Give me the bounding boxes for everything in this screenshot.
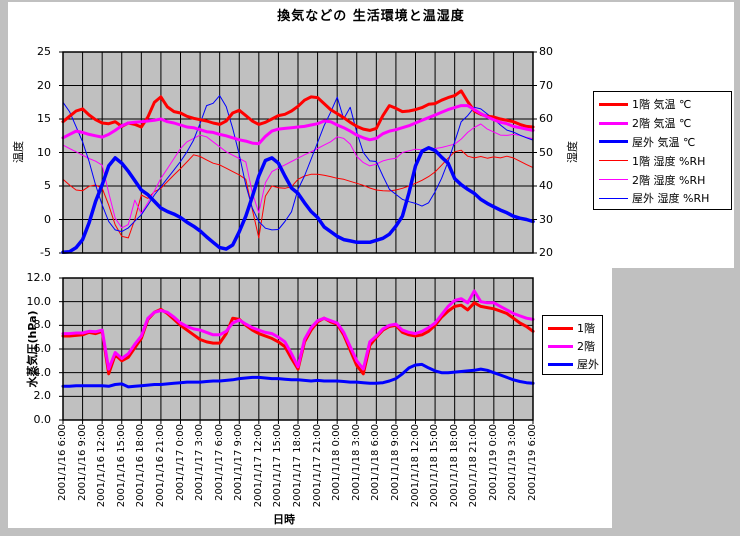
legend-line-sample <box>548 326 573 330</box>
y-axis-tick-label: 10.0 <box>26 294 52 308</box>
legend-line-sample <box>548 344 573 348</box>
x-axis-tick-label: 2001/1/17 21:00 <box>311 424 323 508</box>
x-axis-tick-label: 2001/1/17 9:00 <box>233 424 245 501</box>
y-axis-tick-label: 8.0 <box>33 318 52 332</box>
series-line <box>62 95 534 233</box>
series-line <box>61 289 535 371</box>
legend-item: 屋外 湿度 %RH <box>599 189 731 208</box>
x-axis-tick-label: 2001/1/17 6:00 <box>213 424 225 501</box>
x-axis-tick-label: 2001/1/18 3:00 <box>350 424 362 501</box>
series-line <box>62 123 534 229</box>
y-axis-tick-label: 0.0 <box>33 413 52 426</box>
x-axis-tick-label: 2001/1/18 18:00 <box>448 424 460 508</box>
y-axis-tick-label: 15 <box>37 112 51 125</box>
series-line <box>61 362 535 389</box>
x-axis-tick-label: 2001/1/18 0:00 <box>331 424 343 501</box>
bottom-chart-legend: 1階 2階屋外 <box>542 315 603 375</box>
y-axis-tick-label: 30 <box>539 212 553 226</box>
x-axis-tick-label: 2001/1/16 21:00 <box>154 424 166 508</box>
x-axis-tick-label: 2001/1/18 21:00 <box>468 424 480 508</box>
legend-item: 屋外 <box>548 355 602 373</box>
x-axis-tick-label: 2001/1/17 0:00 <box>174 424 186 501</box>
series-line <box>61 89 535 132</box>
legend-item-label: 2階 湿度 %RH <box>632 173 706 187</box>
top-chart-legend: 1階 気温 ℃ 2階 気温 ℃ 屋外 気温 ℃ 1階 湿度 %RH 2階 湿度 %RH 屋… <box>593 91 732 210</box>
vapor-pressure-plot <box>59 277 535 424</box>
x-axis-tick-label: 2001/1/18 15:00 <box>429 424 441 508</box>
series-line <box>62 149 534 239</box>
y-axis-tick-label: 50 <box>539 145 553 159</box>
legend-item-label: 屋外 <box>577 358 599 371</box>
x-axis-tick-label: 2001/1/16 9:00 <box>76 424 88 501</box>
x-axis-tick-label: 2001/1/17 15:00 <box>272 424 284 508</box>
series-line <box>61 146 535 255</box>
y-axis-tick-label: 70 <box>539 78 553 92</box>
legend-item: 2階 気温 ℃ <box>599 114 731 133</box>
legend-line-sample <box>599 121 628 125</box>
y-axis-tick-label: 6.0 <box>33 342 52 355</box>
legend-line-sample <box>599 140 628 144</box>
x-axis-tick-label: 2001/1/19 6:00 <box>527 424 538 501</box>
legend-item: 2階 <box>548 337 602 355</box>
temperature-humidity-plot <box>59 51 537 255</box>
y-axis-tick-label: 60 <box>539 112 553 125</box>
legend-item-label: 屋外 湿度 %RH <box>632 192 710 206</box>
legend-line-sample <box>599 179 628 181</box>
legend-item-label: 2階 気温 ℃ <box>632 117 692 131</box>
y-axis-tick-label: 10 <box>37 145 51 159</box>
y-axis-tick-label: -5 <box>40 246 51 259</box>
x-axis-tick-label: 2001/1/19 3:00 <box>507 424 519 501</box>
x-axis-tick-label: 2001/1/18 9:00 <box>389 424 401 501</box>
legend-line-sample <box>548 362 573 366</box>
series-line <box>61 104 535 146</box>
legend-item-label: 1階 <box>577 322 595 335</box>
y-axis-tick-label: 80 <box>539 45 553 58</box>
legend-item: 1階 湿度 %RH <box>599 151 731 170</box>
x-axis-tick-label: 2001/1/18 12:00 <box>409 424 421 508</box>
x-axis-tick-label: 2001/1/16 18:00 <box>135 424 147 508</box>
x-axis-tick-label: 2001/1/16 15:00 <box>115 424 127 508</box>
legend-line-sample <box>599 160 628 162</box>
x-axis-tick-label: 2001/1/17 18:00 <box>292 424 303 508</box>
y-axis-tick-label: 0 <box>44 212 51 226</box>
y-axis-tick-label: 20 <box>539 246 553 259</box>
x-axis-title: 日時 <box>273 513 295 526</box>
legend-item: 屋外 気温 ℃ <box>599 133 731 152</box>
y-axis-tick-label: 40 <box>539 179 553 192</box>
x-axis-tick-label: 2001/1/16 6:00 <box>57 424 68 501</box>
y-axis-tick-label: 12.0 <box>26 271 52 284</box>
x-axis-tick-label: 2001/1/17 12:00 <box>252 424 264 508</box>
legend-item-label: 1階 湿度 %RH <box>632 154 706 168</box>
x-axis-tick-label: 2001/1/17 3:00 <box>194 424 206 501</box>
legend-line-sample <box>599 197 628 199</box>
y-axis-tick-label: 25 <box>37 45 51 58</box>
legend-item: 1階 気温 ℃ <box>599 95 731 114</box>
legend-item-label: 1階 気温 ℃ <box>632 98 692 112</box>
chart-title: 換気などの 生活環境と温湿度 <box>277 9 465 24</box>
x-axis-tick-label: 2001/1/19 0:00 <box>487 424 499 501</box>
x-axis-tick-label: 2001/1/16 12:00 <box>96 424 108 508</box>
legend-line-sample <box>599 102 628 106</box>
legend-item: 2階 湿度 %RH <box>599 170 731 189</box>
legend-item-label: 屋外 気温 ℃ <box>632 135 696 149</box>
x-axis-tick-label: 2001/1/18 6:00 <box>370 424 382 501</box>
y-axis-tick-label: 4.0 <box>33 365 52 379</box>
legend-item-label: 2階 <box>577 340 595 353</box>
legend-item: 1階 <box>548 319 602 337</box>
y-axis-tick-label: 2.0 <box>33 389 52 403</box>
y-axis-tick-label: 5 <box>44 179 51 192</box>
y-axis-tick-label: 20 <box>37 78 51 92</box>
